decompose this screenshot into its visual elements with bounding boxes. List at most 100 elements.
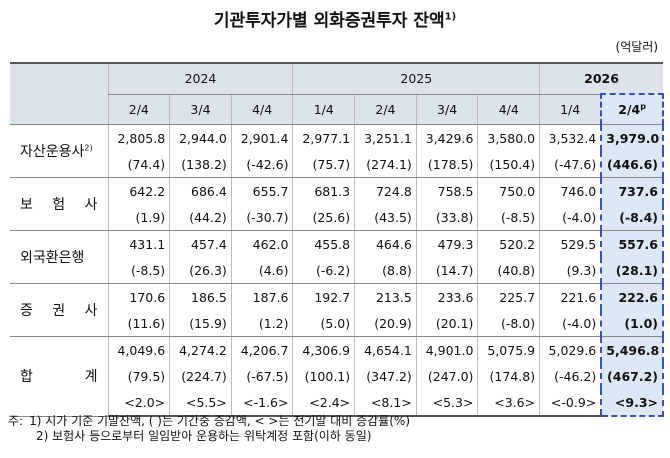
cell-values: 462.0 (230, 230, 293, 257)
row-label: 외국환은행 (10, 230, 108, 284)
cell-changes: (100.1) (292, 363, 355, 389)
cell-changes: (74.4) (107, 151, 170, 178)
cell-values: 225.7 (477, 283, 540, 310)
quarter-text: 2/4 (128, 101, 149, 117)
note-line: 주: 1) 시가 기준 기말잔액, ( )는 기간중 증감액, < >는 전기말 … (8, 414, 410, 429)
cell-changes: (-4.0) (539, 310, 602, 337)
cell-changes: (1.2) (230, 310, 293, 337)
row-label-text: 외국환은행 (20, 250, 85, 266)
cell-changes: (-42.6) (230, 151, 293, 178)
cell-values: 746.0 (539, 177, 602, 204)
title-note: 1) (444, 11, 457, 23)
cell-values: 2,805.8 (107, 124, 170, 151)
year-header: 2026 (539, 62, 663, 95)
cell-changes: (274.1) (354, 151, 417, 178)
title: 기관투자가별 외화증권투자 잔액1) (0, 6, 670, 31)
cell-rates: <-1.6> (230, 389, 293, 417)
cell-changes: (79.5) (107, 363, 170, 389)
cell-changes: (9.3) (539, 257, 602, 284)
cell-values: 750.0 (477, 177, 540, 204)
cell-changes: (-47.6) (539, 151, 602, 178)
data-row: 증 권 사 170.6 186.5 187.6 192.7 213.5 233.6 225.7… (10, 283, 664, 337)
cell-rates: <5.3> (415, 389, 478, 417)
cell-changes: (20.1) (415, 310, 478, 337)
cell-rates: <9.3> (600, 389, 664, 417)
cell-changes: (224.7) (169, 363, 232, 389)
cell-values: 557.6 (600, 230, 664, 257)
cell-changes: (14.7) (415, 257, 478, 284)
cell-changes: (4.6) (230, 257, 293, 284)
row-label-text: 자산운용사 (20, 144, 85, 160)
row-label-note: 2) (84, 143, 93, 153)
quarter-text: 2/4 (375, 101, 396, 117)
cell-values: 3,251.1 (354, 124, 417, 151)
cell-changes: (1.0) (600, 310, 664, 337)
quarter-header: 2/4 (354, 94, 417, 125)
quarter-header: 1/4 (539, 94, 602, 125)
cell-changes: (-8.4) (600, 204, 664, 231)
row-label: 보 험 사 (10, 177, 108, 231)
cell-changes: (247.0) (415, 363, 478, 389)
data-row: 자산운용사2) 2,805.8 2,944.0 2,901.4 2,977.1 3,251… (10, 124, 664, 178)
cell-values: 213.5 (354, 283, 417, 310)
row-label-text: 보 험 사 (20, 197, 98, 213)
quarter-text: 1/4 (313, 101, 334, 117)
quarter-header: 3/4 (169, 94, 232, 125)
cell-values: 170.6 (107, 283, 170, 310)
notes: 주: 1) 시가 기준 기말잔액, ( )는 기간중 증감액, < >는 전기말 … (8, 414, 410, 444)
cell-values: 455.8 (292, 230, 355, 257)
cell-values: 457.4 (169, 230, 232, 257)
cell-values: 724.8 (354, 177, 417, 204)
cell-values: 187.6 (230, 283, 293, 310)
cell-values: 5,029.6 (539, 336, 602, 363)
data-table: 2024 2025 2026 2/4 3/4 4/4 1/4 2/4 3/4 4/4 1/4 2/4p… (10, 62, 664, 417)
cell-values: 3,979.0 (600, 124, 664, 151)
unit: (억달러) (615, 40, 658, 54)
cell-rates: <5.5> (169, 389, 232, 417)
cell-values: 5,075.9 (477, 336, 540, 363)
quarter-text: 1/4 (560, 101, 581, 117)
cell-values: 4,206.7 (230, 336, 293, 363)
cell-changes: (15.9) (169, 310, 232, 337)
cell-values: 4,901.0 (415, 336, 478, 363)
cell-changes: (44.2) (169, 204, 232, 231)
cell-changes: (33.8) (415, 204, 478, 231)
cell-values: 4,274.2 (169, 336, 232, 363)
cell-changes: (-46.2) (539, 363, 602, 389)
cell-rates: <8.1> (354, 389, 417, 417)
cell-values: 2,944.0 (169, 124, 232, 151)
cell-changes: (-6.2) (292, 257, 355, 284)
cell-changes: (446.6) (600, 151, 664, 178)
cell-changes: (150.4) (477, 151, 540, 178)
header-row: 2/4 3/4 4/4 1/4 2/4 3/4 4/4 1/4 2/4p (10, 93, 664, 125)
data-row: <2.0> <5.5> <-1.6> <2.4> <8.1> <5.3> <3.6> <-0.… (10, 389, 664, 417)
cell-changes: (28.1) (600, 257, 664, 284)
data-row: (1.9) (44.2) (-30.7) (25.6) (43.5) (33.8) (-8.… (10, 204, 664, 231)
quarter-text: 4/4 (252, 101, 273, 117)
cell-values: 737.6 (600, 177, 664, 204)
data-row: 외국환은행 431.1 457.4 462.0 455.8 464.6 479.3 520.2… (10, 230, 664, 284)
note-text: 1) 시가 기준 기말잔액, ( )는 기간중 증감액, < >는 전기말 대비… (29, 414, 411, 428)
cell-values: 642.2 (107, 177, 170, 204)
cell-changes: (-8.5) (107, 257, 170, 284)
cell-changes: (347.2) (354, 363, 417, 389)
quarter-header: 2/4 (107, 94, 170, 125)
cell-values: 520.2 (477, 230, 540, 257)
quarter-text: 3/4 (437, 101, 458, 117)
quarter-header: 4/4 (230, 94, 293, 125)
cell-values: 529.5 (539, 230, 602, 257)
cell-changes: (-8.0) (477, 310, 540, 337)
cell-values: 3,580.0 (477, 124, 540, 151)
cell-changes: (-4.0) (539, 204, 602, 231)
note-line: 2) 보험사 등으로부터 일임받아 운용하는 위탁계정 포함(이하 동일) (8, 429, 410, 444)
note-prefix: 주: (8, 414, 24, 428)
cell-values: 3,429.6 (415, 124, 478, 151)
cell-values: 5,496.8 (600, 336, 664, 363)
preliminary-mark: p (640, 101, 646, 111)
cell-changes: (467.2) (600, 363, 664, 389)
cell-values: 758.5 (415, 177, 478, 204)
quarter-header: 1/4 (292, 94, 355, 125)
cell-values: 479.3 (415, 230, 478, 257)
data-row: (79.5) (224.7) (-67.5) (100.1) (347.2) (247.0… (10, 363, 664, 389)
cell-rates: <3.6> (477, 389, 540, 417)
